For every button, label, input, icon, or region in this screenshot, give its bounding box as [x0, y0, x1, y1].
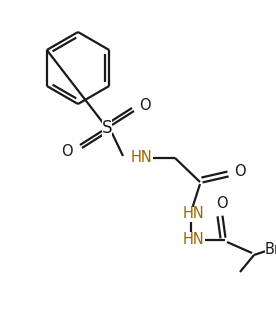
Text: HN: HN [131, 150, 153, 165]
Text: HN: HN [183, 232, 205, 247]
Text: O: O [216, 196, 228, 211]
Text: HN: HN [183, 206, 205, 222]
Text: Br: Br [265, 243, 276, 258]
Text: O: O [139, 99, 151, 114]
Text: O: O [234, 163, 246, 178]
Text: S: S [102, 119, 112, 137]
Text: O: O [61, 144, 73, 160]
